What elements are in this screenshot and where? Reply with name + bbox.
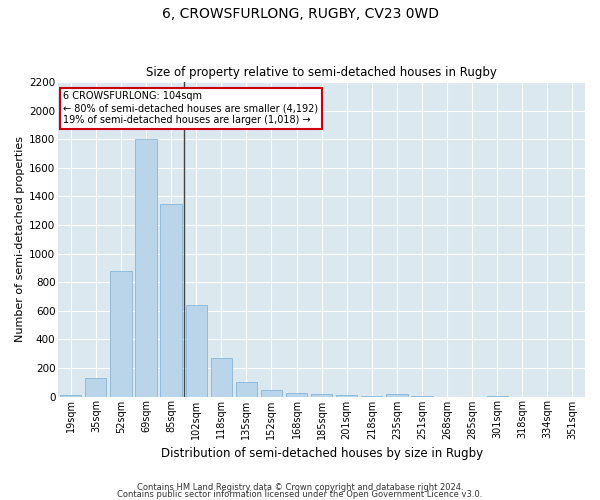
Text: 6, CROWSFURLONG, RUGBY, CV23 0WD: 6, CROWSFURLONG, RUGBY, CV23 0WD bbox=[161, 8, 439, 22]
Bar bbox=[311, 394, 332, 396]
Text: Contains HM Land Registry data © Crown copyright and database right 2024.: Contains HM Land Registry data © Crown c… bbox=[137, 484, 463, 492]
Title: Size of property relative to semi-detached houses in Rugby: Size of property relative to semi-detach… bbox=[146, 66, 497, 80]
X-axis label: Distribution of semi-detached houses by size in Rugby: Distribution of semi-detached houses by … bbox=[161, 447, 482, 460]
Bar bbox=[211, 358, 232, 397]
Text: 6 CROWSFURLONG: 104sqm
← 80% of semi-detached houses are smaller (4,192)
19% of : 6 CROWSFURLONG: 104sqm ← 80% of semi-det… bbox=[64, 92, 319, 124]
Bar bbox=[110, 270, 131, 396]
Bar bbox=[286, 392, 307, 396]
Bar bbox=[236, 382, 257, 396]
Y-axis label: Number of semi-detached properties: Number of semi-detached properties bbox=[15, 136, 25, 342]
Bar bbox=[185, 305, 207, 396]
Bar bbox=[261, 390, 282, 396]
Bar bbox=[85, 378, 106, 396]
Bar bbox=[136, 139, 157, 396]
Bar bbox=[386, 394, 407, 396]
Text: Contains public sector information licensed under the Open Government Licence v3: Contains public sector information licen… bbox=[118, 490, 482, 499]
Bar bbox=[60, 395, 82, 396]
Bar bbox=[160, 204, 182, 396]
